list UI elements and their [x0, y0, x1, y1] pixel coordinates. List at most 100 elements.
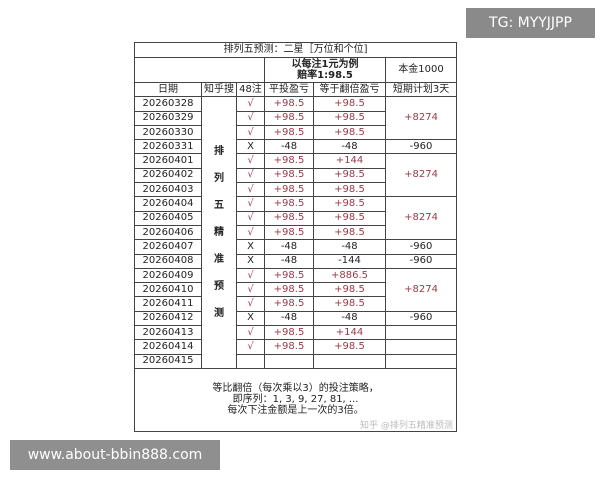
flat-profit-cell: +98.5 — [264, 196, 314, 212]
plan-cell — [384, 353, 458, 369]
hit-cell: √ — [236, 224, 265, 241]
hit-cell: √ — [236, 267, 265, 284]
capital-header: 本金1000 — [384, 57, 458, 83]
double-profit-cell: +98.5 — [313, 339, 386, 355]
plan-cell — [384, 325, 458, 341]
double-profit-cell: -48 — [313, 239, 386, 255]
table-row: 20260331 X -48 -48 -960 — [134, 139, 458, 155]
blank-header — [134, 57, 265, 83]
table-row: 20260403 √ +98.5 +98.5 — [134, 182, 457, 198]
flat-profit-cell: +98.5 — [264, 153, 314, 169]
flat-profit-cell: +98.5 — [264, 282, 314, 298]
example-line-2: 赔率1:98.5 — [297, 70, 353, 81]
plan-cell: +8274 — [384, 196, 458, 241]
double-profit-cell: +98.5 — [313, 282, 386, 298]
double-profit-cell: +98.5 — [313, 182, 386, 198]
double-profit-cell: +98.5 — [313, 196, 386, 212]
hit-cell: √ — [236, 282, 265, 298]
hit-cell: √ — [236, 196, 265, 212]
vertical-char: 列 — [214, 173, 224, 185]
website-watermark: www.about-bbin888.com — [10, 440, 220, 470]
flat-profit-cell — [264, 353, 314, 369]
col-header-flat: 平投盈亏 — [264, 81, 314, 98]
table-row: 20260412 X -48 -48 -960 — [134, 310, 458, 327]
date-cell: 20260401 — [134, 153, 202, 169]
hit-cell: √ — [236, 296, 265, 312]
date-cell: 20260413 — [134, 325, 202, 341]
flat-profit-cell: +98.5 — [264, 325, 314, 341]
table-row: 20260405 √ +98.5 +98.5 — [134, 210, 457, 226]
vertical-char: 测 — [214, 308, 224, 320]
date-cell: 20260406 — [134, 224, 202, 241]
flat-profit-cell: +98.5 — [264, 96, 314, 112]
zhihu-watermark: 知乎 @排列五精准预测 — [360, 421, 453, 431]
hit-cell: √ — [236, 124, 265, 141]
flat-profit-cell: +98.5 — [264, 224, 314, 241]
plan-cell: -960 — [384, 253, 458, 269]
table-row: 20260404 √ +98.5 +98.5 +8274 — [134, 196, 458, 241]
table-row: 20260408 X -48 -144 -960 — [134, 253, 458, 269]
col-header-zhihu: 知乎搜 — [201, 81, 237, 98]
flat-profit-cell: -48 — [264, 310, 314, 327]
hit-cell: √ — [236, 153, 265, 169]
double-profit-cell: +98.5 — [313, 124, 386, 141]
plan-cell: -960 — [384, 239, 458, 255]
vertical-char: 准 — [214, 254, 224, 266]
double-profit-cell: +98.5 — [313, 167, 386, 184]
double-profit-cell: -144 — [313, 253, 386, 269]
date-cell: 20260330 — [134, 124, 202, 141]
date-cell: 20260409 — [134, 267, 202, 284]
date-cell: 20260410 — [134, 282, 202, 298]
table-row: 20260411 √ +98.5 +98.5 — [134, 296, 457, 312]
table-title: 排列五预测：二星［万位和个位] — [133, 42, 458, 58]
date-cell: 20260412 — [134, 310, 202, 327]
double-profit-cell: +98.5 — [313, 296, 386, 312]
double-profit-cell: +98.5 — [313, 96, 386, 112]
date-cell: 20260415 — [134, 353, 202, 369]
date-cell: 20260404 — [134, 196, 202, 212]
plan-cell: +8274 — [384, 267, 458, 312]
col-header-date: 日期 — [134, 81, 202, 98]
double-profit-cell: +144 — [313, 325, 386, 341]
double-profit-cell: +98.5 — [313, 110, 386, 126]
table-row: 20260406 √ +98.5 +98.5 — [134, 224, 457, 241]
table-row: 20260330 √ +98.5 +98.5 — [134, 124, 457, 141]
table-row: 20260407 X -48 -48 -960 — [134, 239, 458, 255]
prediction-table: 排列五预测：二星［万位和个位] 以每注1元为例 赔率1:98.5 本金1000 日… — [133, 42, 458, 432]
hit-cell: √ — [236, 182, 265, 198]
flat-profit-cell: +98.5 — [264, 167, 314, 184]
date-cell: 20260414 — [134, 339, 202, 355]
hit-cell — [236, 353, 265, 369]
date-cell: 20260408 — [134, 253, 202, 269]
vertical-char: 五 — [214, 200, 224, 212]
hit-cell: √ — [236, 167, 265, 184]
plan-cell: +8274 — [384, 96, 458, 141]
telegram-badge: TG: MYYJJPP — [466, 8, 595, 38]
double-profit-cell: +144 — [313, 153, 386, 169]
note-line: 等比翻倍（每次乘以3）的投注策略， — [212, 383, 379, 395]
hit-cell: X — [236, 253, 265, 269]
plan-cell — [384, 339, 458, 355]
date-cell: 20260329 — [134, 110, 202, 126]
plan-cell: -960 — [384, 310, 458, 327]
double-profit-cell: +98.5 — [313, 224, 386, 241]
example-line-1: 以每注1元为例 — [291, 59, 359, 70]
double-profit-cell: +886.5 — [313, 267, 386, 284]
flat-profit-cell: +98.5 — [264, 267, 314, 284]
vertical-char: 排 — [214, 146, 224, 158]
hit-cell: √ — [236, 339, 265, 355]
table-row: 20260414 √ +98.5 +98.5 — [134, 339, 458, 355]
table-row: 20260415 — [134, 353, 458, 369]
flat-profit-cell: +98.5 — [264, 124, 314, 141]
hit-cell: X — [236, 239, 265, 255]
date-cell: 20260405 — [134, 210, 202, 226]
date-cell: 20260403 — [134, 182, 202, 198]
date-cell: 20260331 — [134, 139, 202, 155]
date-cell: 20260411 — [134, 296, 202, 312]
flat-profit-cell: -48 — [264, 239, 314, 255]
note-line: 即序列：1, 3, 9, 27, 81, ... — [232, 394, 359, 406]
double-profit-cell: +98.5 — [313, 210, 386, 226]
hit-cell: √ — [236, 96, 265, 112]
hit-cell: √ — [236, 210, 265, 226]
plan-cell: -960 — [384, 139, 458, 155]
